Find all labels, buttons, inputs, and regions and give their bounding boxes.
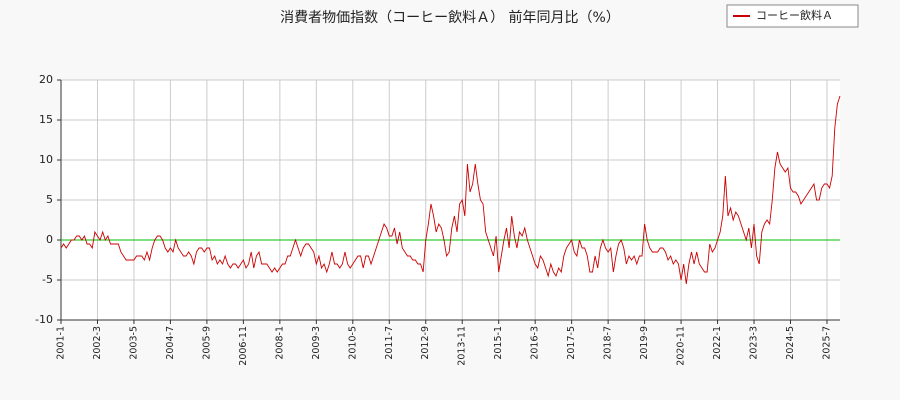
x-tick-label: 2005-9 [201,326,212,360]
x-tick-label: 2018-7 [603,326,614,360]
legend-box [726,4,859,28]
legend-label: コーヒー飲料Ａ [756,8,833,22]
chart-title: 消費者物価指数（コーヒー飲料Ａ） 前年同月比（%） [280,9,620,26]
x-tick-label: 2011-7 [384,326,395,360]
x-tick-label: 2006-11 [238,326,249,366]
x-tick-label: 2009-3 [311,326,322,360]
x-tick-label: 2023-3 [749,326,760,360]
x-tick-label: 2022-1 [712,326,723,360]
y-tick-label: 20 [39,73,53,86]
x-tick-label: 2001-1 [56,326,67,360]
x-tick-label: 2013-11 [457,326,468,366]
x-tick-label: 2020-11 [676,326,687,366]
y-tick-label: 0 [46,233,53,246]
y-tick-label: -5 [42,273,53,286]
x-tick-label: 2003-5 [128,326,139,360]
y-tick-label: -10 [35,313,53,326]
x-tick-label: 2019-9 [639,326,650,360]
data-line [60,95,841,285]
x-tick-label: 2010-5 [347,326,358,360]
x-tick-label: 2017-5 [566,326,577,360]
x-tick-label: 2016-3 [530,326,541,360]
x-tick-label: 2002-3 [92,326,103,360]
x-tick-label: 2015-1 [493,326,504,360]
x-tick-label: 2004-7 [165,326,176,360]
x-tick-label: 2025-7 [821,326,832,360]
y-tick-label: 10 [39,153,53,166]
x-tick-label: 2024-5 [785,326,796,360]
y-tick-label: 5 [46,193,53,206]
x-tick-label: 2008-1 [274,326,285,360]
y-tick-label: 15 [39,113,53,126]
x-tick-label: 2012-9 [420,326,431,360]
